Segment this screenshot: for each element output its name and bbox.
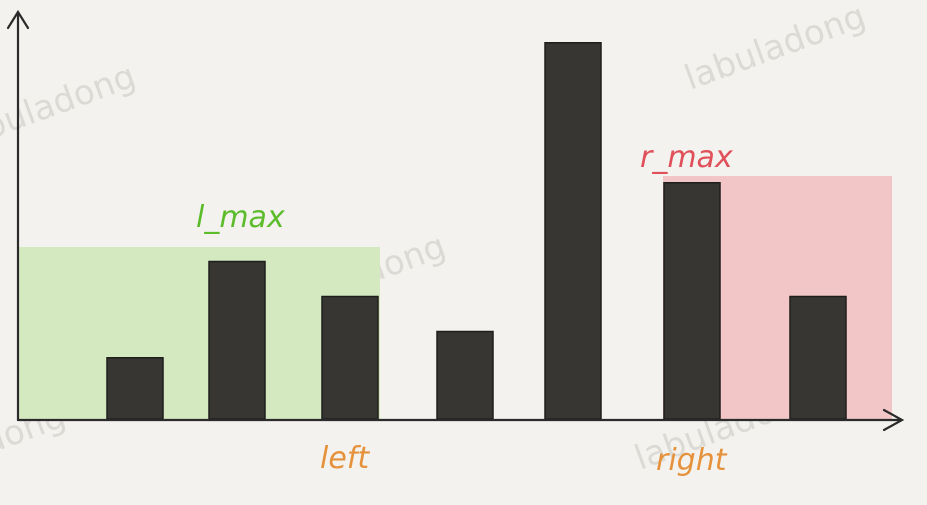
bar-3 xyxy=(436,330,494,420)
y-axis-arrowhead xyxy=(6,9,30,30)
watermark-text: labuladong xyxy=(0,56,141,158)
bar-2 xyxy=(321,295,379,420)
l-max-region xyxy=(18,247,380,419)
bars-group xyxy=(106,42,847,420)
watermark-text: labuladong xyxy=(679,0,870,98)
bar-1 xyxy=(208,260,266,420)
bar-6 xyxy=(789,295,847,420)
bar-0 xyxy=(106,357,164,420)
x-axis-arrowhead xyxy=(882,408,905,432)
axes xyxy=(6,9,905,432)
r-max-label: r_max xyxy=(640,140,733,175)
bar-5 xyxy=(663,182,721,420)
right-pointer-label: right xyxy=(656,443,728,478)
l-max-label: l_max xyxy=(196,200,285,235)
left-pointer-label: left xyxy=(320,441,370,476)
bar-4 xyxy=(544,42,602,420)
